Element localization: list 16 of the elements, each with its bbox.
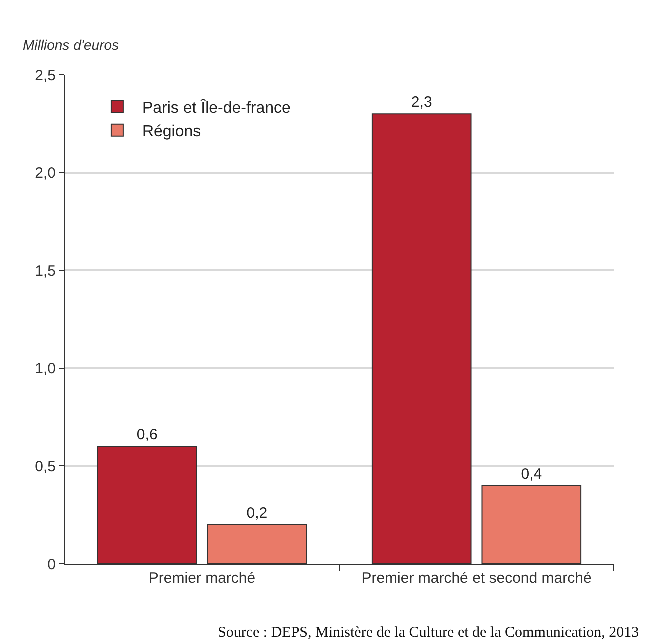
y-tick-label: 0 — [48, 556, 56, 574]
y-tick-label: 2,5 — [35, 67, 56, 84]
data-label: 0,4 — [521, 466, 542, 483]
y-axis-title: Millions d'euros — [23, 37, 120, 53]
y-tick-label: 2,0 — [35, 165, 56, 182]
data-label: 0,6 — [136, 426, 158, 444]
x-tick-label: Premier marché — [148, 570, 256, 587]
source-note: Source : DEPS, Ministère de la Culture et de la Communication, 2013 — [218, 625, 640, 639]
y-tick-label: 1,5 — [35, 262, 56, 280]
y-tick-label: 1,0 — [35, 360, 56, 378]
x-tick-label: Premier marché et second marché — [362, 570, 592, 587]
data-label: 0,2 — [246, 504, 268, 522]
legend-label: Paris et Île-de-france — [142, 98, 292, 117]
y-tick-label: 0,5 — [35, 458, 56, 476]
data-label: 2,3 — [411, 94, 432, 112]
legend-label: Régions — [142, 124, 202, 141]
